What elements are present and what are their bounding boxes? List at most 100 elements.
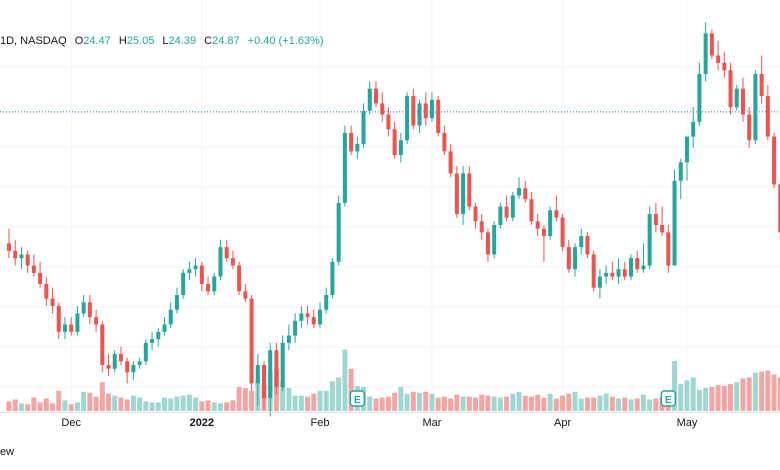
candle — [212, 272, 217, 295]
volume-bar — [62, 400, 68, 411]
candle — [280, 335, 285, 391]
interval-exchange: 1D, NASDAQ — [0, 35, 67, 47]
candle — [361, 103, 366, 148]
volume-bar — [709, 387, 715, 411]
candle — [610, 261, 615, 281]
candle — [753, 70, 758, 144]
candle-body — [100, 324, 105, 365]
candle — [635, 250, 640, 273]
volume-bar — [280, 382, 286, 411]
candle-body — [541, 228, 546, 237]
candle-body — [349, 132, 354, 152]
candle-body — [473, 206, 478, 222]
candle — [118, 346, 123, 365]
candle — [392, 121, 397, 159]
candle-body — [554, 210, 559, 218]
candle-body — [423, 103, 428, 119]
earnings-marker: E — [660, 390, 677, 407]
candle-body — [218, 247, 223, 277]
candle-body — [591, 254, 596, 288]
volume-bar — [752, 372, 758, 411]
candle — [187, 261, 192, 281]
volume-bar — [317, 390, 323, 411]
candle — [286, 324, 291, 351]
grid-lines — [0, 0, 780, 412]
volume-bar — [510, 393, 516, 411]
x-tick-label: Mar — [422, 417, 442, 429]
candle — [604, 265, 609, 284]
volume-bar — [149, 402, 155, 411]
volume-bar — [553, 398, 559, 411]
candle-body — [7, 243, 11, 251]
candle-body — [616, 269, 621, 277]
candle — [112, 350, 117, 373]
open-value: 24.47 — [83, 35, 111, 47]
candle — [473, 202, 478, 229]
candle-body — [759, 73, 764, 97]
volume-bar — [329, 381, 335, 411]
candle-body — [436, 99, 441, 133]
volume-bar — [684, 380, 690, 411]
candle — [697, 62, 702, 126]
candle-body — [131, 365, 136, 373]
volume-bar — [379, 397, 385, 411]
candle-body — [206, 283, 211, 292]
volume-bar — [690, 377, 696, 411]
candle-body — [81, 302, 86, 314]
candle — [305, 306, 310, 325]
candle — [131, 361, 136, 380]
candle-body — [722, 62, 727, 71]
candle-body — [448, 151, 453, 174]
volume-bar — [441, 396, 447, 411]
candle — [137, 357, 142, 369]
volume-bar — [37, 402, 43, 411]
candle — [143, 339, 148, 365]
candle — [461, 166, 466, 225]
x-tick-label: Apr — [554, 417, 572, 429]
volume-bar — [410, 391, 416, 411]
candle-body — [112, 353, 117, 369]
candle — [616, 258, 621, 284]
candle — [765, 85, 770, 141]
candle — [349, 125, 354, 155]
candle — [249, 295, 254, 391]
candle — [311, 309, 316, 329]
volume-bar — [504, 396, 510, 411]
earnings-marker-box — [660, 390, 677, 407]
candle — [398, 132, 403, 163]
candle — [81, 295, 86, 318]
candle — [13, 239, 18, 266]
candle-body — [610, 272, 615, 277]
candle-body — [212, 276, 217, 292]
volume-bar — [180, 395, 186, 411]
candle — [423, 92, 428, 126]
volume-bar — [87, 392, 93, 411]
volume-bar — [398, 387, 404, 411]
volume-bar — [242, 387, 248, 411]
volume-bar — [305, 396, 311, 411]
volume-bar — [392, 392, 398, 411]
volume-bar — [454, 394, 460, 411]
volume-bar — [429, 393, 435, 411]
candle — [224, 239, 229, 262]
candle — [517, 177, 522, 200]
candle-body — [125, 361, 130, 373]
candle-body — [118, 353, 123, 362]
volume-bar — [771, 374, 777, 411]
volume-bar — [404, 393, 410, 411]
candle-body — [641, 265, 646, 270]
candle-body — [585, 236, 590, 255]
candle — [193, 258, 198, 277]
candle-body — [629, 258, 633, 277]
candle-body — [485, 232, 490, 255]
candle-body — [772, 136, 777, 185]
candle — [566, 239, 571, 273]
candle — [666, 225, 671, 273]
volume-bar — [634, 398, 640, 411]
candle — [237, 261, 242, 295]
candle-body — [56, 306, 61, 332]
candle — [405, 92, 410, 144]
candle — [69, 317, 74, 336]
